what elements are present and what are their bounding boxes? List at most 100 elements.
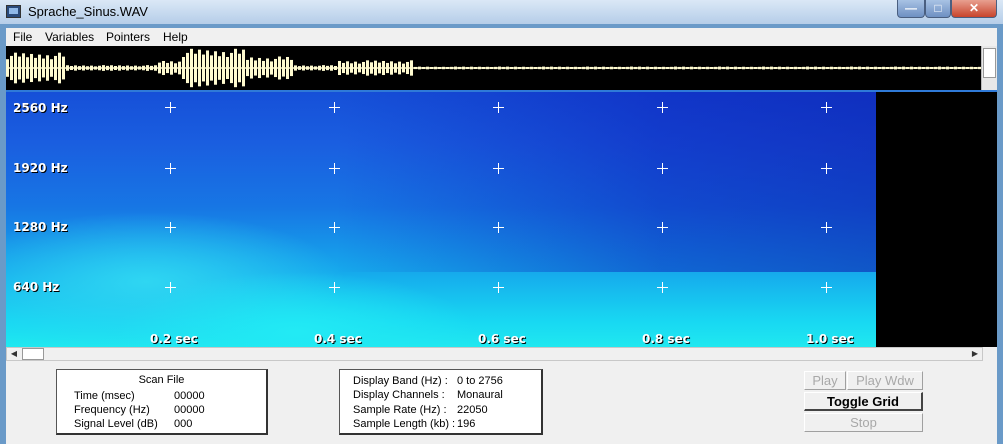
waveform-sample bbox=[546, 66, 549, 70]
waveform-sample bbox=[942, 66, 945, 70]
waveform-sample bbox=[90, 65, 93, 71]
waveform-sample bbox=[402, 63, 405, 73]
minimize-button[interactable]: — bbox=[897, 0, 925, 18]
waveform-sample bbox=[302, 65, 305, 71]
waveform-sample bbox=[334, 65, 337, 71]
waveform-sample bbox=[642, 66, 645, 70]
waveform-sample bbox=[550, 66, 553, 70]
grid-crosshair-icon bbox=[657, 163, 668, 174]
waveform-sample bbox=[130, 66, 133, 70]
horizontal-scrollbar[interactable]: ◀ ▶ bbox=[6, 347, 983, 361]
waveform-sample bbox=[562, 67, 565, 69]
waveform-sample bbox=[746, 67, 749, 69]
spectrogram-view[interactable]: 2560 Hz 1920 Hz 1280 Hz 640 Hz 0.2 sec 0… bbox=[6, 92, 876, 347]
menu-help[interactable]: Help bbox=[163, 30, 188, 44]
waveform-sample bbox=[586, 66, 589, 70]
waveform-sample bbox=[862, 66, 865, 70]
waveform-sample bbox=[662, 66, 665, 70]
menu-file[interactable]: File bbox=[13, 30, 33, 44]
time-label-0.6: 0.6 sec bbox=[478, 332, 526, 346]
waveform-sample bbox=[682, 66, 685, 70]
stop-button[interactable]: Stop bbox=[804, 413, 923, 432]
waveform-sample bbox=[802, 66, 805, 70]
waveform-sample bbox=[670, 66, 673, 70]
waveform-sample bbox=[430, 67, 433, 69]
waveform-sample bbox=[466, 66, 469, 70]
waveform-sample bbox=[6, 59, 9, 77]
waveform-sample bbox=[66, 65, 69, 71]
waveform-sample bbox=[574, 66, 577, 70]
waveform-sample bbox=[602, 66, 605, 70]
menu-bar: File Variables Pointers Help bbox=[6, 28, 997, 46]
waveform-sample bbox=[442, 66, 445, 70]
waveform-sample bbox=[614, 67, 617, 69]
display-band-label: Display Band (Hz) : bbox=[353, 375, 448, 387]
waveform-sample bbox=[966, 67, 969, 69]
waveform-sample bbox=[842, 67, 845, 69]
waveform-sample bbox=[282, 59, 285, 77]
waveform-sample bbox=[386, 62, 389, 74]
waveform-sample bbox=[358, 63, 361, 73]
freq-label-2560: 2560 Hz bbox=[13, 101, 68, 115]
waveform-sample bbox=[826, 67, 829, 69]
waveform-sample bbox=[870, 67, 873, 69]
vertical-scroll-thumb[interactable] bbox=[983, 48, 996, 78]
waveform-sample bbox=[794, 66, 797, 70]
waveform-view[interactable] bbox=[6, 46, 997, 90]
waveform-sample bbox=[238, 53, 241, 83]
menu-pointers[interactable]: Pointers bbox=[106, 30, 151, 44]
waveform-sample bbox=[274, 58, 277, 78]
waveform-sample bbox=[570, 67, 573, 69]
waveform-sample bbox=[42, 58, 45, 78]
waveform-sample bbox=[470, 66, 473, 70]
play-window-button[interactable]: Play Wdw bbox=[847, 371, 923, 390]
waveform-sample bbox=[46, 55, 49, 81]
vertical-scrollbar[interactable] bbox=[981, 46, 997, 90]
waveform-sample bbox=[618, 66, 621, 70]
waveform-sample bbox=[518, 67, 521, 69]
sample-length-label: Sample Length (kb) : bbox=[353, 418, 456, 430]
time-label-0.8: 0.8 sec bbox=[642, 332, 690, 346]
freq-label-640: 640 Hz bbox=[13, 280, 60, 294]
waveform-sample bbox=[634, 66, 637, 70]
waveform-sample bbox=[970, 66, 973, 70]
scan-file-title: Scan File bbox=[138, 374, 185, 386]
waveform-sample bbox=[766, 66, 769, 70]
waveform-sample bbox=[202, 54, 205, 82]
menu-variables[interactable]: Variables bbox=[45, 30, 95, 44]
toggle-grid-button[interactable]: Toggle Grid bbox=[804, 392, 923, 411]
waveform-sample bbox=[510, 66, 513, 70]
close-button[interactable]: ✕ bbox=[951, 0, 997, 18]
waveform-sample bbox=[314, 66, 317, 70]
waveform-sample bbox=[822, 66, 825, 70]
waveform-sample bbox=[726, 66, 729, 70]
waveform-sample bbox=[418, 66, 421, 70]
grid-crosshair-icon bbox=[821, 222, 832, 233]
scrollbar-corner bbox=[983, 347, 997, 361]
grid-crosshair-icon bbox=[329, 102, 340, 113]
waveform-sample bbox=[190, 48, 193, 88]
waveform-sample bbox=[650, 67, 653, 69]
waveform-sample bbox=[142, 65, 145, 71]
waveform-sample bbox=[54, 55, 57, 81]
horizontal-scroll-thumb[interactable] bbox=[22, 348, 44, 360]
grid-crosshair-icon bbox=[821, 102, 832, 113]
waveform-sample bbox=[438, 67, 441, 69]
grid-crosshair-icon bbox=[165, 222, 176, 233]
spectrogram-empty-area bbox=[876, 92, 997, 347]
play-button[interactable]: Play bbox=[804, 371, 846, 390]
display-channels-label: Display Channels : bbox=[353, 389, 445, 401]
waveform-sample bbox=[674, 66, 677, 70]
waveform-sample bbox=[578, 67, 581, 69]
waveform-sample bbox=[178, 61, 181, 75]
scroll-left-arrow-icon[interactable]: ◀ bbox=[10, 349, 18, 358]
spectrogram-shading bbox=[336, 92, 876, 272]
waveform-sample bbox=[926, 66, 929, 70]
grid-crosshair-icon bbox=[493, 163, 504, 174]
waveform-sample bbox=[534, 67, 537, 69]
waveform-sample bbox=[154, 65, 157, 71]
scroll-right-arrow-icon[interactable]: ▶ bbox=[971, 349, 979, 358]
maximize-button[interactable]: □ bbox=[925, 0, 951, 18]
waveform-sample bbox=[102, 65, 105, 71]
waveform-sample bbox=[502, 66, 505, 70]
